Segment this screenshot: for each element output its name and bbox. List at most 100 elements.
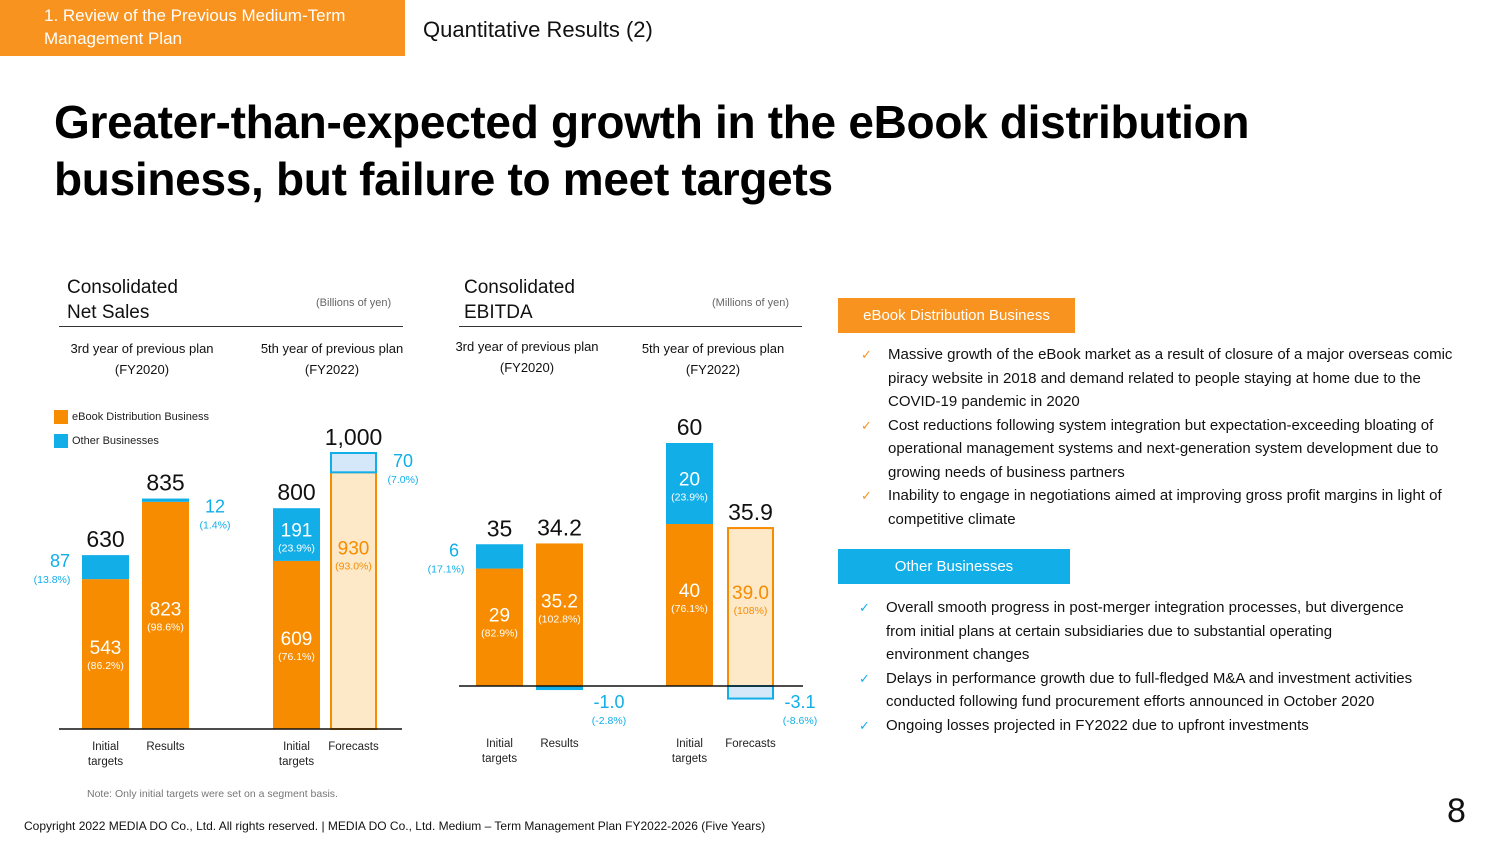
check-icon: ✓ [861, 417, 872, 433]
ebitda-group-fy2020: 3rd year of previous plan (FY2020) [437, 336, 617, 378]
net-sales-group-fy2020: 3rd year of previous plan (FY2020) [52, 338, 232, 380]
legend-swatch-ebook [54, 410, 68, 424]
category-label: Forecasts [328, 741, 379, 753]
bar-segment-ebook [666, 524, 713, 686]
ebitda-title-line1: Consolidated [464, 277, 575, 298]
footer-copyright: Copyright 2022 MEDIA DO Co., Ltd. All ri… [24, 819, 766, 833]
bar-total-label: 800 [277, 479, 315, 505]
other-value-label: 70 [393, 451, 413, 471]
check-icon: ✓ [859, 717, 870, 733]
ebook-pct-label: (82.9%) [481, 627, 518, 639]
panel-tag-ebook: eBook Distribution Business [838, 298, 1075, 333]
bar-segment-other [330, 452, 377, 474]
category-label: Results [146, 741, 185, 753]
bar-segment-other [82, 555, 129, 580]
other-value-label: -1.0 [593, 692, 624, 712]
ebitda-divider [459, 326, 802, 327]
other-pct-label: (-2.8%) [592, 715, 626, 727]
ebitda-unit: (Millions of yen) [712, 297, 790, 309]
bar-segment-other [727, 685, 774, 700]
check-icon: ✓ [861, 347, 872, 362]
bullet-item: ✓ Ongoing losses projected in FY2022 due … [855, 714, 1415, 738]
other-pct-label: (13.8%) [34, 574, 71, 586]
group-label: 5th year of previous plan [641, 341, 785, 356]
category-label: Results [540, 738, 579, 750]
bar-segment-other [476, 544, 523, 569]
slide-subtitle: Quantitative Results (2) [423, 17, 653, 42]
bullet-item: ✓ Inability to engage in negotiations aim… [857, 484, 1457, 531]
bar-total-label: 35 [487, 515, 513, 541]
ebitda-title: Consolidated EBITDA [464, 275, 575, 325]
bullet-text: Cost reductions following system integra… [888, 416, 1439, 481]
ebook-value-label: 39.0 [732, 583, 769, 604]
chart-note: Note: Only initial targets were set on a… [87, 788, 338, 800]
group-sub: (FY2020) [114, 362, 170, 377]
bar-segment-other [666, 443, 713, 524]
bar-segment-ebook [330, 471, 377, 730]
other-value-label: 191 [281, 521, 313, 542]
ebook-value-label: 29 [489, 605, 510, 626]
other-pct-label: (17.1%) [428, 563, 465, 575]
ebook-pct-label: (76.1%) [278, 651, 315, 663]
other-pct-label: (23.9%) [278, 543, 315, 555]
bar-total-label: 630 [86, 526, 124, 552]
bar-segment-ebook [273, 560, 320, 729]
bar-segment-other [142, 498, 189, 502]
bar-segment-ebook [142, 501, 189, 729]
bar-segment-ebook [727, 527, 774, 687]
ebitda-group-fy2022: 5th year of previous plan (FY2022) [623, 338, 803, 380]
other-pct-label: (23.9%) [671, 492, 708, 504]
legend-label: eBook Distribution Business [72, 411, 209, 423]
bullet-item: ✓ Delays in performance growth due to ful… [855, 667, 1415, 714]
charts-canvas: 630 543(86.2%) 87 (13.8%) 835 823(98.6%) 12 (1.… [34, 414, 817, 730]
panel-tag-other: Other Businesses [838, 549, 1070, 584]
ebook-bullets: ✓ Massive growth of the eBook market as a… [857, 343, 1457, 531]
net-sales-unit: (Billions of yen) [316, 297, 392, 309]
legend-swatch-other [54, 434, 68, 448]
ebook-pct-label: (93.0%) [335, 560, 372, 572]
ebook-pct-label: (86.2%) [87, 660, 124, 672]
section-tag: 1. Review of the Previous Medium-Term Ma… [0, 0, 405, 56]
other-value-label: 12 [205, 497, 225, 517]
other-bullets: ✓ Overall smooth progress in post-merger … [855, 596, 1415, 737]
ebook-pct-label: (102.8%) [538, 614, 581, 626]
chart-legend: eBook Distribution Business Other Busine… [54, 410, 209, 448]
group-label: 3rd year of previous plan [70, 341, 214, 356]
other-value-label: 87 [50, 551, 70, 571]
legend-label: Other Businesses [72, 435, 159, 447]
ebook-pct-label: (98.6%) [147, 621, 184, 633]
category-label: Initial targets [671, 738, 708, 765]
ebook-value-label: 930 [338, 538, 370, 559]
bullet-text: Overall smooth progress in post-merger i… [886, 599, 1404, 663]
group-label: 5th year of previous plan [260, 341, 404, 356]
bullet-item: ✓ Cost reductions following system integr… [857, 414, 1457, 485]
category-label: Initial targets [481, 738, 518, 765]
ebook-value-label: 609 [281, 629, 313, 650]
bullet-text: Ongoing losses projected in FY2022 due t… [886, 716, 1309, 734]
legend-item-ebook: eBook Distribution Business [54, 410, 209, 424]
bar-total-label: 60 [677, 414, 703, 440]
bullet-item: ✓ Overall smooth progress in post-merger … [855, 596, 1415, 667]
ebook-pct-label: (108%) [734, 605, 768, 617]
other-value-label: 20 [679, 470, 700, 491]
other-value-label: -3.1 [784, 692, 815, 712]
net-sales-title: Consolidated Net Sales [67, 275, 178, 325]
slide-title: Greater-than-expected growth in the eBoo… [54, 96, 1250, 205]
bar-segment-ebook [476, 568, 523, 686]
ebook-pct-label: (76.1%) [671, 603, 708, 615]
page-number: 8 [1447, 792, 1466, 830]
net-sales-chart: 630 543(86.2%) 87 (13.8%) 835 823(98.6%) 12 (1.… [34, 424, 419, 730]
bar-total-label: 1,000 [325, 424, 383, 450]
bar-total-label: 835 [146, 470, 184, 496]
other-pct-label: (7.0%) [388, 474, 419, 486]
net-sales-title-line2: Net Sales [67, 302, 150, 323]
ebook-value-label: 40 [679, 581, 700, 602]
bar-segment-other [536, 686, 583, 691]
ebook-value-label: 543 [90, 638, 122, 659]
bar-total-label: 34.2 [537, 514, 582, 540]
bullet-item: ✓ Massive growth of the eBook market as a… [857, 343, 1457, 414]
bar-segment-other [273, 508, 320, 561]
bar-segment-ebook [536, 543, 583, 686]
group-label: 3rd year of previous plan [455, 339, 599, 354]
other-pct-label: (-8.6%) [783, 715, 817, 727]
